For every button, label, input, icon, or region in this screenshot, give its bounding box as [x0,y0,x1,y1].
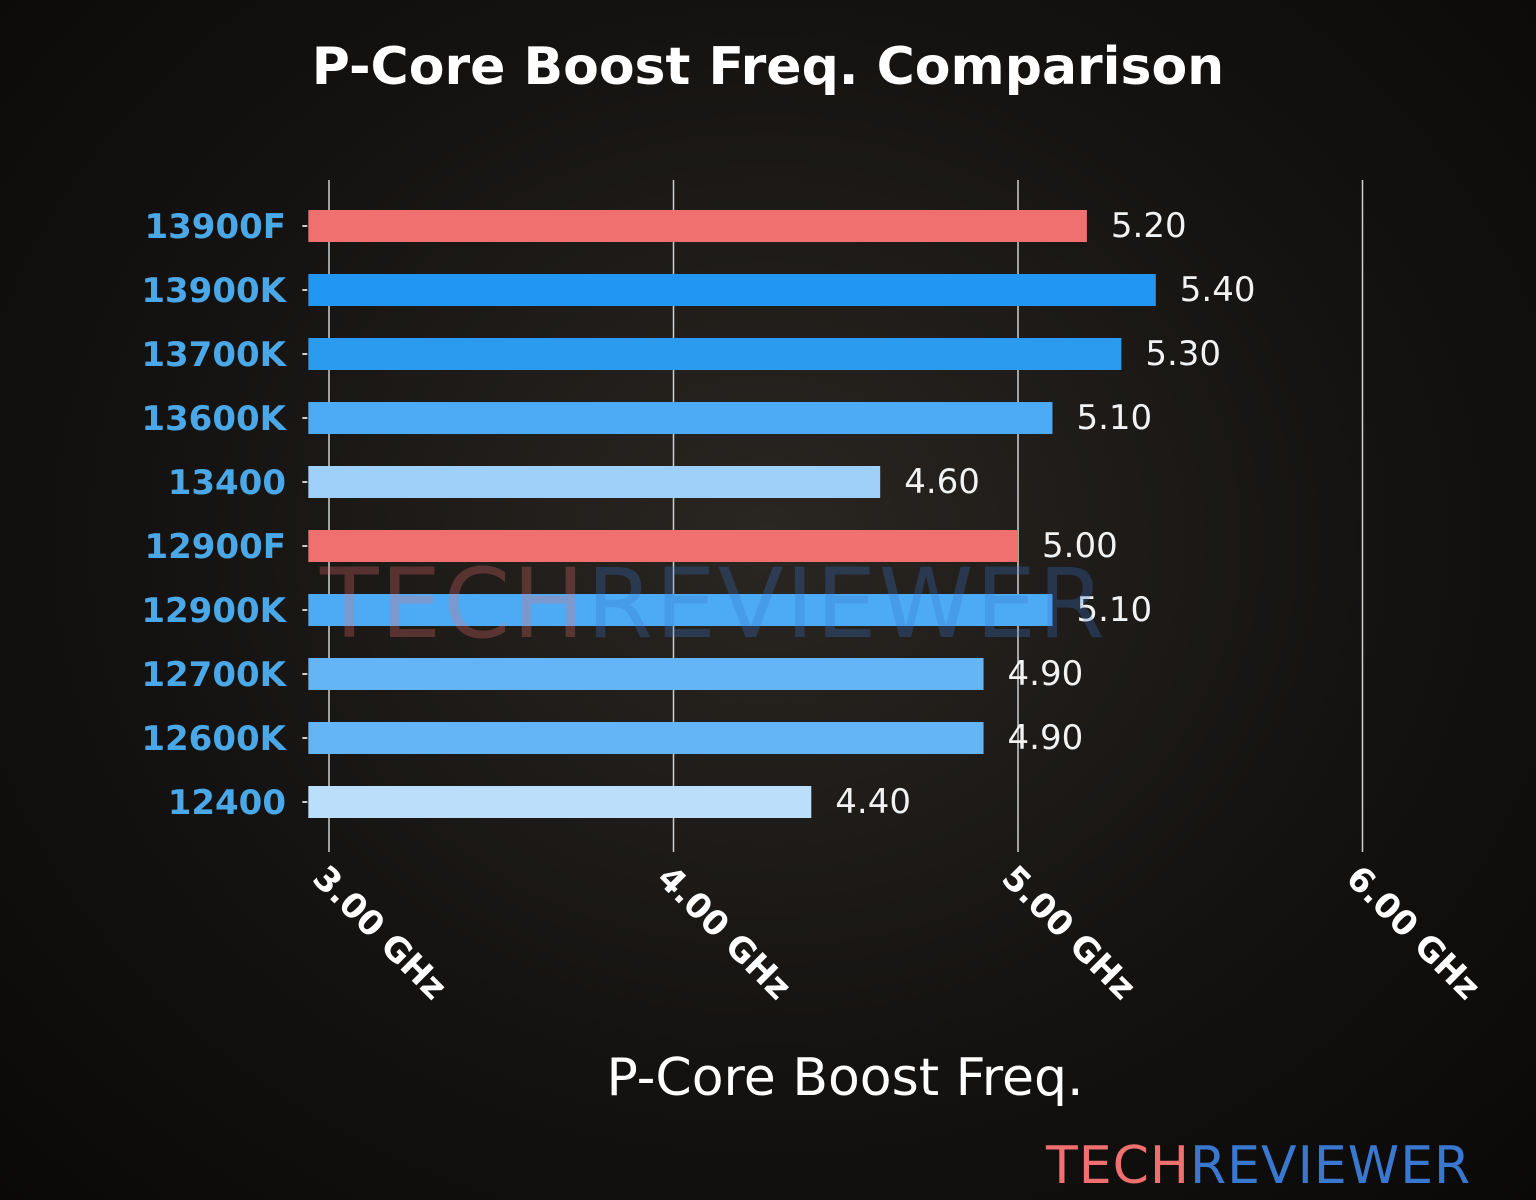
techreviewer-logo: TECHREVIEWER [1046,1136,1471,1196]
bar-13900F [308,210,1087,242]
x-tick-label: 5.00 GHz [994,858,1144,1008]
y-tick-label: 12700K [141,655,287,695]
y-tick-label: 13700K [141,335,287,375]
bar-13400 [308,466,881,498]
x-tick-label: 3.00 GHz [305,858,455,1008]
bar-12900F [308,530,1019,562]
data-label: 5.40 [1180,270,1256,310]
chart-title: P-Core Boost Freq. Comparison [312,37,1224,97]
data-label: 5.30 [1145,334,1221,374]
bar-12700K [308,658,984,690]
data-label: 5.10 [1076,398,1152,438]
logo-tech: TECH [1046,1136,1191,1196]
x-axis-label: P-Core Boost Freq. [606,1048,1083,1108]
watermark-center: TECHREVIEWER [320,548,1107,660]
data-label: 4.90 [1008,654,1084,694]
x-tick-label: 4.00 GHz [649,858,799,1008]
bar-12900K [308,594,1053,626]
x-tick-label: 6.00 GHz [1338,858,1488,1008]
logo-reviewer: REVIEWER [1190,1136,1472,1196]
y-tick-label: 13600K [141,399,287,439]
bar-13600K [308,402,1053,434]
y-tick-label: 12900K [141,591,287,631]
bar-12400 [308,786,812,818]
y-tick-label: 12400 [168,783,286,823]
data-label: 5.10 [1076,590,1152,630]
data-label: 4.90 [1008,718,1084,758]
bar-13900K [308,274,1156,306]
y-tick-label: 13900F [144,207,286,247]
data-label: 4.40 [835,782,911,822]
bar-12600K [308,722,984,754]
y-tick-label: 13400 [168,463,286,503]
bar-13700K [308,338,1122,370]
y-tick-label: 12600K [141,719,287,759]
data-label: 4.60 [904,462,980,502]
y-tick-label: 13900K [141,271,287,311]
y-tick-label: 12900F [144,527,286,567]
data-label: 5.00 [1042,526,1118,566]
data-label: 5.20 [1111,206,1187,246]
